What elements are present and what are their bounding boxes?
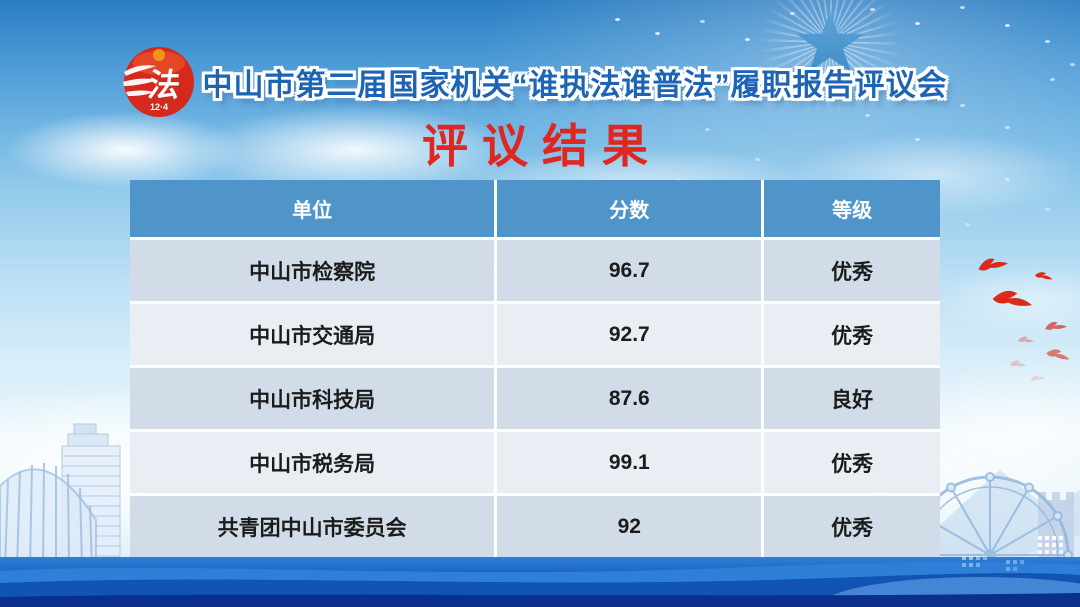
- page-title: 中山市第二届国家机关“谁执法谁普法”履职报告评议会: [202, 69, 948, 102]
- pixel-grid-decoration: [962, 556, 966, 560]
- wave-graphic: [0, 562, 1080, 607]
- logo-ray-icon: [123, 78, 158, 86]
- logo-ray-icon: [126, 90, 154, 96]
- column-header-grade: 等级: [764, 180, 940, 237]
- grade-cell: 优秀: [764, 304, 940, 365]
- score-cell: 96.7: [497, 240, 762, 301]
- results-table: 单位 分数 等级 中山市检察院 96.7 优秀 中山市交通局 92.7 优秀 中…: [130, 180, 940, 557]
- logo-ray-icon: [124, 65, 156, 76]
- logo-fa-glyph: 法: [146, 67, 183, 103]
- unit-cell: 中山市科技局: [130, 368, 495, 429]
- score-cell: 87.6: [497, 368, 762, 429]
- doves-icon: [976, 254, 1071, 382]
- city-skyline-icon: [0, 423, 121, 568]
- unit-cell: 中山市税务局: [130, 432, 495, 493]
- score-cell: 99.1: [497, 432, 762, 493]
- legal-day-logo-icon: 法 12·4: [123, 47, 194, 117]
- score-cell: 92.7: [497, 304, 762, 365]
- result-heading: 评议结果: [422, 120, 662, 172]
- column-header-score: 分数: [497, 180, 762, 237]
- decorative-dots: [615, 18, 620, 21]
- unit-cell: 中山市交通局: [130, 304, 495, 365]
- pixel-grid-decoration: [1038, 536, 1042, 540]
- unit-cell: 共青团中山市委员会: [130, 496, 495, 557]
- pixel-grid-decoration: [1006, 560, 1010, 564]
- logo-date-label: 12·4: [150, 102, 168, 112]
- bottom-wave-band: [0, 557, 1080, 607]
- grade-cell: 优秀: [764, 240, 940, 301]
- grade-cell: 优秀: [764, 432, 940, 493]
- grade-cell: 优秀: [764, 496, 940, 557]
- unit-cell: 中山市检察院: [130, 240, 495, 301]
- grade-cell: 良好: [764, 368, 940, 429]
- score-cell: 92: [497, 496, 762, 557]
- column-header-unit: 单位: [130, 180, 495, 237]
